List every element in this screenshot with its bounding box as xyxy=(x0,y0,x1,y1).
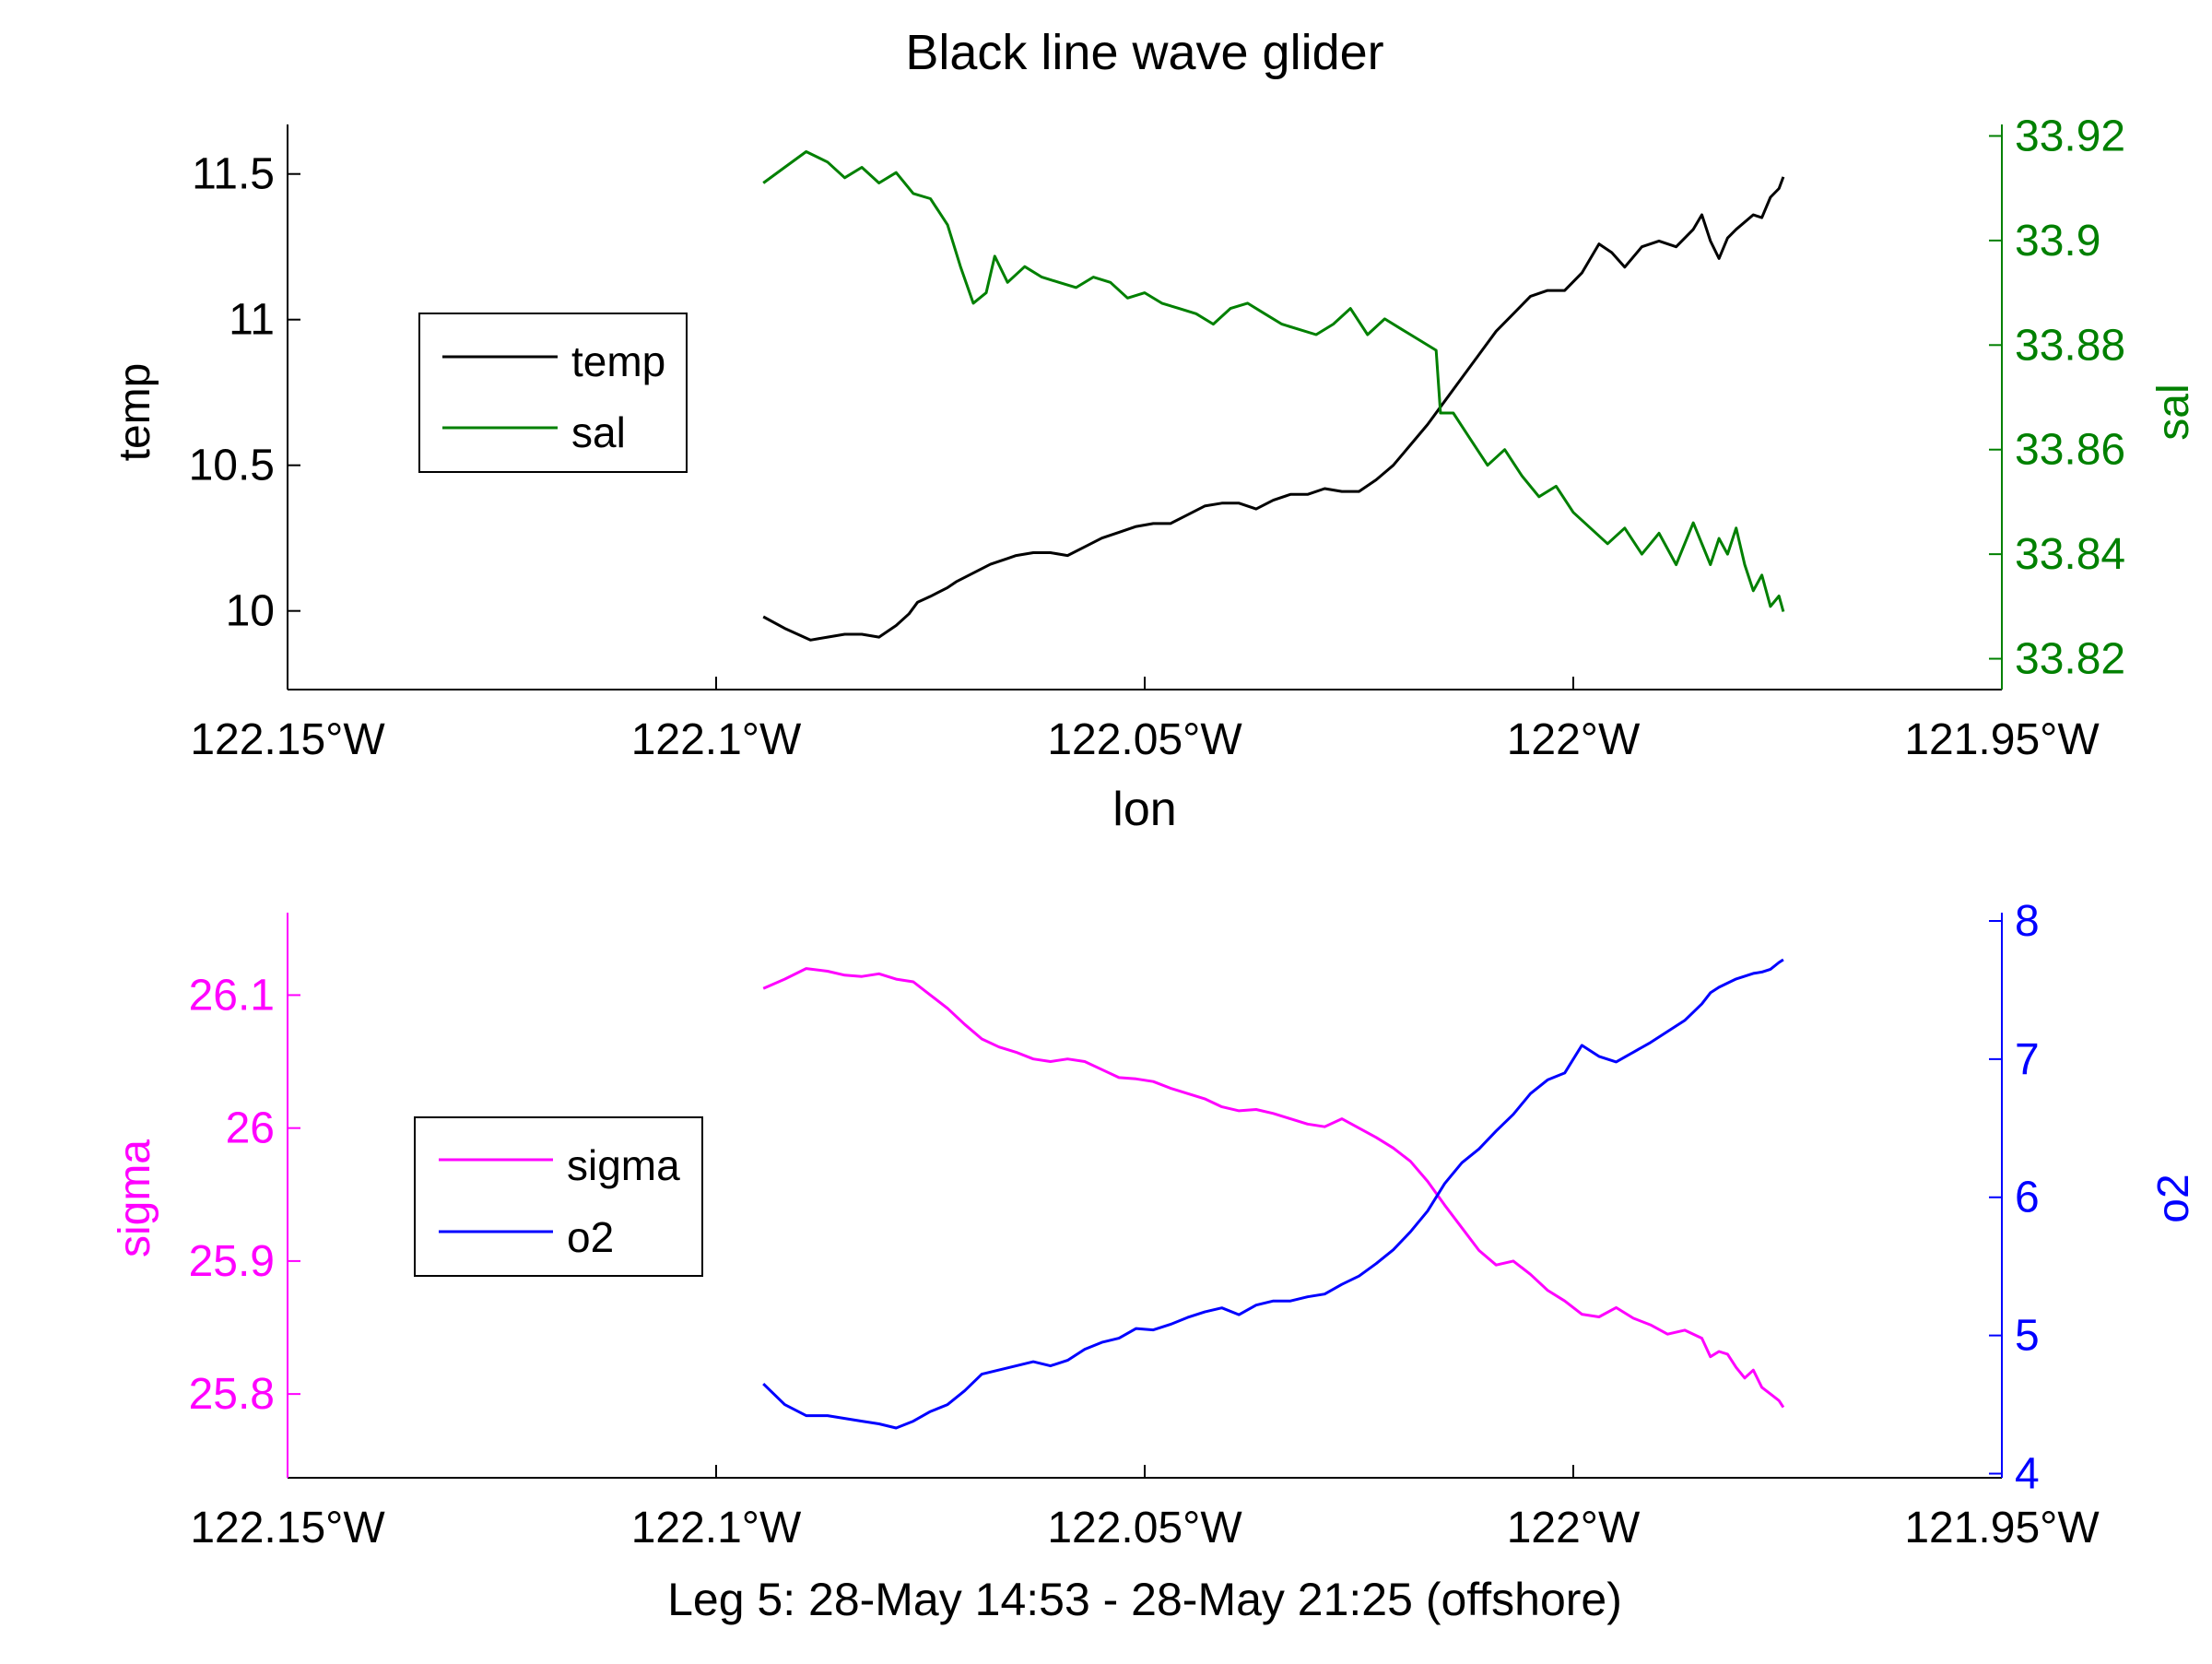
legend-label-sigma: sigma xyxy=(567,1141,680,1189)
series-line-o2 xyxy=(762,958,1784,1430)
series-line-temp xyxy=(762,176,1785,642)
left-tick-label: 26.1 xyxy=(189,971,275,1020)
right-tick-label: 33.82 xyxy=(2015,635,2125,684)
left-tick-label: 10 xyxy=(226,587,275,636)
legend-label-sal: sal xyxy=(571,408,626,456)
right-tick-label: 7 xyxy=(2015,1035,2040,1084)
x-tick-label: 122.05°W xyxy=(1047,715,1242,764)
x-tick-label: 122.1°W xyxy=(631,715,802,764)
right-tick-label: 33.86 xyxy=(2015,426,2125,475)
x-tick-label: 122.05°W xyxy=(1047,1504,1242,1552)
x-tick-label: 121.95°W xyxy=(1904,1504,2100,1552)
panel-sigma-o2-axes: 122.15°W 122.1°W 122.05°W 122°W 121.95°W 25.8… xyxy=(189,897,2100,1552)
right-tick-label: 33.84 xyxy=(2015,530,2125,579)
left-tick-label: 26 xyxy=(226,1104,275,1153)
x-tick-label: 122°W xyxy=(1507,715,1641,764)
left-tick-label: 25.9 xyxy=(189,1237,275,1286)
panel-temp-sal-axes: 122.15°W 122.1°W 122.05°W 122°W 121.95°W 10 10… xyxy=(189,112,2126,764)
legend-box-top xyxy=(418,313,688,473)
figure-footer: Leg 5: 28-May 14:53 - 28-May 21:25 (offs… xyxy=(667,1574,1622,1625)
left-tick-label: 11.5 xyxy=(192,150,275,199)
right-axis-label-top: sal xyxy=(2149,384,2198,440)
legend-bottom: sigma o2 xyxy=(414,1116,703,1277)
right-tick-label: 5 xyxy=(2015,1312,2040,1361)
right-tick-label: 4 xyxy=(2015,1450,2040,1499)
panel-sigma-o2-lines xyxy=(762,958,1785,1430)
x-tick-label: 122.15°W xyxy=(190,715,385,764)
panel-temp-sal: 122.15°W 122.1°W 122.05°W 122°W 121.95°W 10 10… xyxy=(111,112,2198,836)
x-tick-label: 122.1°W xyxy=(631,1504,802,1552)
x-axis-label-top: lon xyxy=(1112,783,1176,836)
series-line-sal xyxy=(762,150,1785,612)
x-tick-label: 122.15°W xyxy=(190,1504,385,1552)
left-tick-label: 11 xyxy=(229,296,275,345)
left-tick-label: 10.5 xyxy=(189,442,275,490)
right-axis-label-bottom: o2 xyxy=(2149,1174,2198,1222)
legend-top: temp sal xyxy=(418,313,688,473)
legend-label-temp: temp xyxy=(571,337,665,385)
right-tick-label: 33.88 xyxy=(2015,321,2125,370)
right-tick-label: 33.9 xyxy=(2015,217,2100,266)
figure-title: Black line wave glider xyxy=(905,25,1383,80)
right-tick-label: 8 xyxy=(2015,897,2040,946)
left-axis-label-top: temp xyxy=(111,363,159,462)
left-tick-label: 25.8 xyxy=(189,1370,275,1419)
series-line-sigma xyxy=(762,967,1785,1409)
panel-temp-sal-lines xyxy=(762,150,1785,642)
right-tick-label: 33.92 xyxy=(2015,112,2125,160)
right-tick-label: 6 xyxy=(2015,1174,2040,1222)
x-tick-label: 121.95°W xyxy=(1904,715,2100,764)
legend-label-o2: o2 xyxy=(567,1213,614,1261)
legend-box-bottom xyxy=(414,1116,703,1277)
left-axis-label-bottom: sigma xyxy=(111,1139,159,1257)
panel-sigma-o2: 122.15°W 122.1°W 122.05°W 122°W 121.95°W 25.8… xyxy=(111,897,2198,1552)
x-tick-label: 122°W xyxy=(1507,1504,1641,1552)
